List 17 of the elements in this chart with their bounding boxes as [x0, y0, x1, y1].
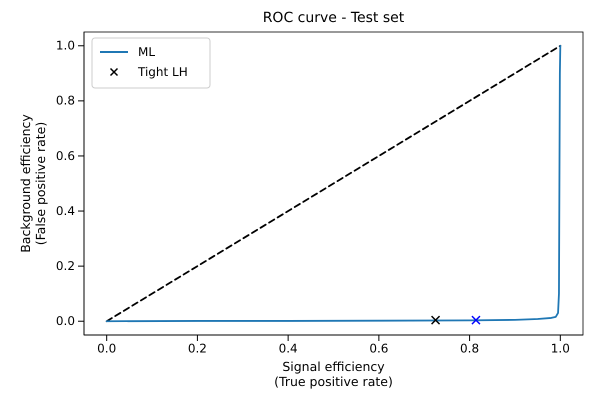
y-tick-label: 1.0	[56, 38, 75, 53]
legend-label: ML	[138, 45, 156, 59]
x-tick-label: 0.2	[188, 342, 207, 356]
x-axis-title: Signal efficiency (True positive rate)	[274, 359, 393, 389]
x-tick-label: 1.0	[550, 342, 570, 356]
legend-label: Tight LH	[137, 65, 188, 79]
y-tick-label: 0.8	[56, 94, 75, 108]
y-axis-title: Background efficiency (False positive rate)	[18, 114, 48, 253]
x-tick-label: 0.0	[97, 342, 116, 356]
y-tick-label: 0.4	[56, 204, 75, 218]
x-tick-label: 0.6	[369, 342, 388, 356]
y-tick-label: 0.0	[56, 314, 75, 328]
chart-title: ROC curve - Test set	[262, 10, 405, 26]
x-tick-label: 0.4	[278, 342, 298, 356]
y-tick-label: 0.6	[56, 148, 75, 163]
x-tick-label: 0.8	[460, 342, 480, 356]
y-tick-label: 0.2	[56, 258, 75, 273]
